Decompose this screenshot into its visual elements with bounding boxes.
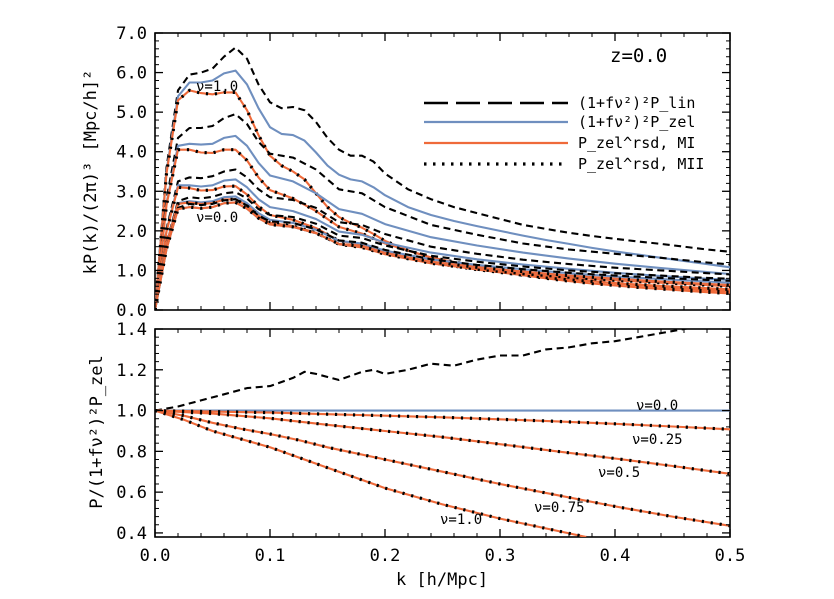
top-series-lin-mu-0-25 [155, 191, 730, 310]
top-panel: 0.0 1.0 2.0 3.0 4.0 5.0 6.0 7.0 z=0.0 ν=1.0 ν=0… [81, 24, 731, 321]
legend-label-mi: P_zel^rsd, MI [578, 134, 695, 152]
top-series-rsd-mu-0-5 [155, 185, 730, 310]
bottom-series-mii-ratio-mu-1-0 [155, 409, 587, 537]
top-ytick-label: 6.0 [116, 64, 147, 84]
top-ytick-label: 2.0 [116, 222, 147, 242]
xtick-label: 0.0 [140, 546, 171, 566]
top-series-group [155, 46, 730, 310]
legend-label-mii: P_zel^rsd, MII [578, 155, 704, 173]
label-mu-1: ν=1.0 [440, 512, 482, 528]
mu-bottom-label: ν=0.0 [196, 210, 238, 226]
xtick-label: 0.4 [600, 546, 631, 566]
bottom-ytick-label: 1.0 [116, 402, 147, 422]
bottom-yticks: 0.4 0.6 0.8 1.0 1.2 1.4 [116, 320, 730, 544]
bottom-series-group [155, 329, 730, 537]
top-plot-frame [154, 32, 731, 311]
top-series-rsd-mu-0-0 [155, 201, 730, 310]
bottom-ytick-label: 0.4 [116, 524, 147, 544]
label-mu-05: ν=0.5 [598, 465, 640, 481]
top-series-rsd-mu-1-0 [155, 89, 730, 310]
top-xticks [154, 33, 731, 310]
top-ytick-label: 1.0 [116, 261, 147, 281]
bottom-ytick-label: 1.4 [116, 320, 147, 340]
bottom-series-mii-ratio-mu-0-75 [155, 409, 730, 528]
top-ylabel: kP(k)/(2π)³ [Mpc/h]² [81, 70, 101, 275]
top-ytick-label: 4.0 [116, 143, 147, 163]
bottom-xticks: 0.0 0.1 0.2 0.3 0.4 0.5 [140, 329, 746, 566]
top-ytick-label: 5.0 [116, 103, 147, 123]
top-series-zel-mu-0-75 [155, 134, 730, 310]
redshift-label: z=0.0 [610, 45, 667, 67]
top-series-lin-mu-1-0 [155, 46, 730, 310]
top-series-zel-mu-1-0 [155, 69, 730, 310]
xlabel: k [h/Mpc] [396, 570, 488, 590]
xtick-label: 0.5 [715, 546, 746, 566]
top-series-lin-mu-0-5 [155, 168, 730, 310]
bottom-plot-frame [154, 328, 731, 538]
bottom-ylabel: P/(1+fν²)²P_zel [87, 355, 107, 509]
bottom-series-lin-zel-mu-1-0 [155, 329, 690, 412]
legend: (1+fν²)²P_lin (1+fν²)²P_zel P_zel^rsd, M… [424, 94, 704, 173]
legend-label-lin: (1+fν²)²P_lin [578, 94, 695, 112]
label-mu-0: ν=0.0 [636, 398, 678, 414]
top-series-zel-mu-0-25 [155, 195, 730, 310]
top-ytick-label: 0.0 [116, 301, 147, 321]
xtick-label: 0.3 [485, 546, 516, 566]
xtick-label: 0.1 [255, 546, 286, 566]
label-mu-025: ν=0.25 [632, 432, 683, 448]
bottom-ytick-label: 0.8 [116, 442, 147, 462]
bottom-series-ratio-mu-0-25 [155, 409, 730, 431]
xtick-label: 0.2 [370, 546, 401, 566]
label-mu-075: ν=0.75 [534, 500, 585, 516]
top-ytick-label: 7.0 [116, 24, 147, 44]
mu-top-label: ν=1.0 [196, 79, 238, 95]
bottom-panel: 0.4 0.6 0.8 1.0 1.2 1.4 0.0 0.1 0.2 0.3 0.4 0.5 ν=… [87, 320, 745, 590]
bottom-ytick-label: 1.2 [116, 361, 147, 381]
top-series-zel-mu-0-5 [155, 178, 730, 310]
top-series-lin-mu-0-75 [155, 113, 730, 310]
bottom-ytick-label: 0.6 [116, 483, 147, 503]
top-ytick-label: 3.0 [116, 182, 147, 202]
bottom-series-mii-ratio-mu-0-5 [155, 409, 730, 476]
top-series-lin-mu-0-0 [155, 198, 730, 310]
top-yticks: 0.0 1.0 2.0 3.0 4.0 5.0 6.0 7.0 [116, 24, 730, 321]
legend-label-zel: (1+fν²)²P_zel [578, 113, 695, 131]
bottom-series-ratio-mu-0-75 [155, 409, 730, 527]
